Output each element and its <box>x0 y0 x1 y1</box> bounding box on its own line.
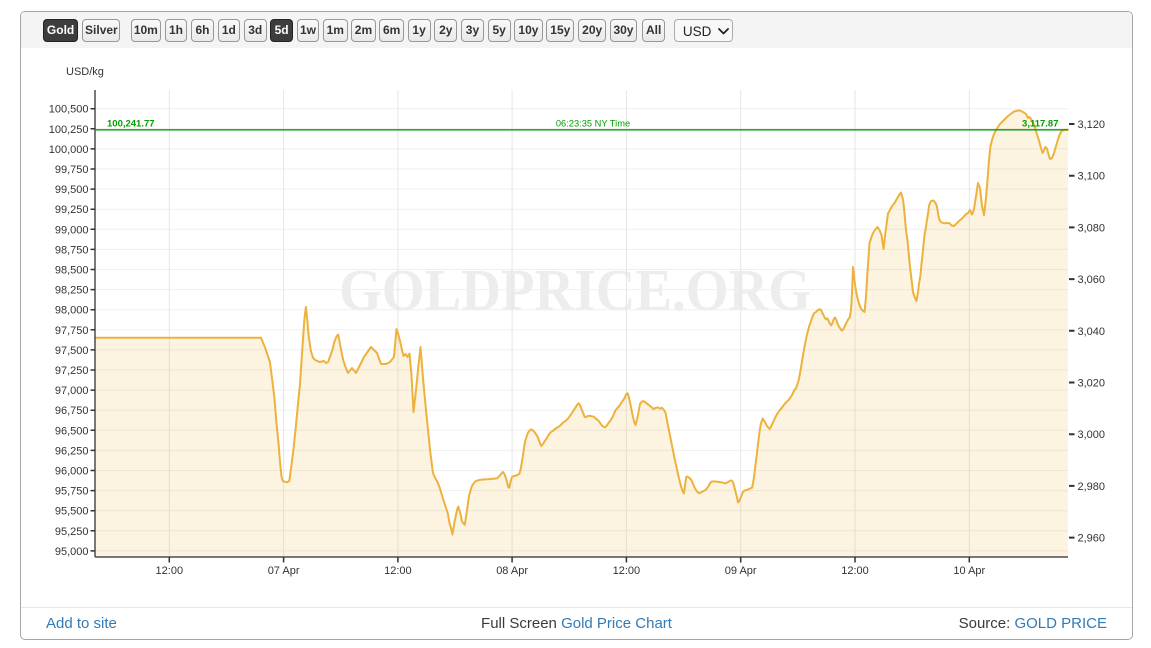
svg-text:3,040: 3,040 <box>1078 326 1106 338</box>
svg-text:96,750: 96,750 <box>55 405 89 417</box>
svg-text:100,500: 100,500 <box>49 104 89 116</box>
svg-text:2,980: 2,980 <box>1078 481 1106 493</box>
svg-text:95,500: 95,500 <box>55 506 89 518</box>
svg-text:95,250: 95,250 <box>55 526 89 538</box>
svg-text:06:23:35 NY Time: 06:23:35 NY Time <box>556 119 630 129</box>
svg-text:3,080: 3,080 <box>1078 222 1106 234</box>
svg-text:96,000: 96,000 <box>55 466 89 478</box>
svg-text:96,500: 96,500 <box>55 425 89 437</box>
svg-text:99,500: 99,500 <box>55 184 89 196</box>
svg-text:12:00: 12:00 <box>384 565 412 577</box>
svg-text:100,250: 100,250 <box>49 124 89 136</box>
svg-text:95,750: 95,750 <box>55 486 89 498</box>
svg-text:12:00: 12:00 <box>613 565 641 577</box>
svg-text:3,000: 3,000 <box>1078 429 1106 441</box>
svg-text:95,000: 95,000 <box>55 546 89 558</box>
svg-text:08 Apr: 08 Apr <box>496 565 528 577</box>
svg-text:12:00: 12:00 <box>841 565 869 577</box>
svg-text:07 Apr: 07 Apr <box>268 565 300 577</box>
svg-text:09 Apr: 09 Apr <box>725 565 757 577</box>
svg-text:3,020: 3,020 <box>1078 378 1106 390</box>
svg-text:99,750: 99,750 <box>55 164 89 176</box>
svg-text:3,100: 3,100 <box>1078 171 1106 183</box>
svg-text:99,250: 99,250 <box>55 204 89 216</box>
svg-text:10 Apr: 10 Apr <box>953 565 985 577</box>
svg-text:3,060: 3,060 <box>1078 274 1106 286</box>
svg-text:98,000: 98,000 <box>55 305 89 317</box>
svg-text:100,241.77: 100,241.77 <box>107 119 155 130</box>
svg-text:97,500: 97,500 <box>55 345 89 357</box>
svg-text:96,250: 96,250 <box>55 445 89 457</box>
svg-text:2,960: 2,960 <box>1078 533 1106 545</box>
svg-text:97,750: 97,750 <box>55 325 89 337</box>
svg-text:USD/kg: USD/kg <box>66 66 104 78</box>
svg-text:97,000: 97,000 <box>55 385 89 397</box>
svg-text:97,250: 97,250 <box>55 365 89 377</box>
svg-text:3,120: 3,120 <box>1078 119 1106 131</box>
svg-text:3,117.87: 3,117.87 <box>1022 119 1058 130</box>
svg-text:100,000: 100,000 <box>49 144 89 156</box>
svg-text:12:00: 12:00 <box>156 565 184 577</box>
svg-text:98,750: 98,750 <box>55 244 89 256</box>
svg-text:98,250: 98,250 <box>55 285 89 297</box>
svg-text:99,000: 99,000 <box>55 224 89 236</box>
svg-text:98,500: 98,500 <box>55 265 89 277</box>
